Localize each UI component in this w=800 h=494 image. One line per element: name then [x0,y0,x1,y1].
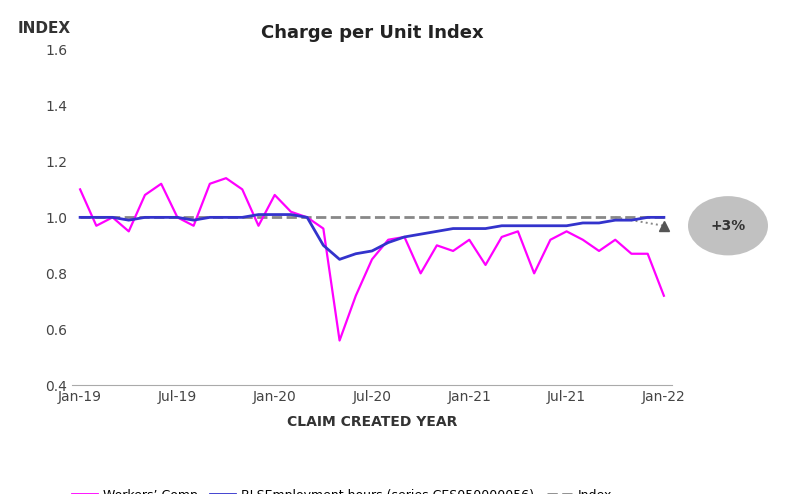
Legend: Workers’ Comp, BLSEmployment hours (series CES050000056), Index: Workers’ Comp, BLSEmployment hours (seri… [66,484,618,494]
X-axis label: CLAIM CREATED YEAR: CLAIM CREATED YEAR [287,415,457,429]
Text: INDEX: INDEX [18,21,71,36]
Title: Charge per Unit Index: Charge per Unit Index [261,24,483,42]
Text: +3%: +3% [710,219,746,233]
